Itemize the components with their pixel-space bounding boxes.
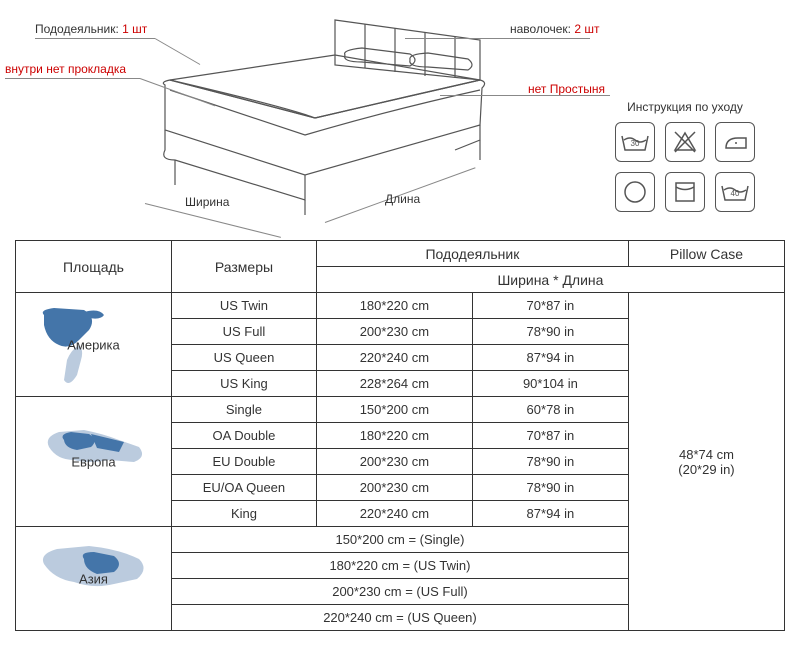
no-bleach-icon <box>665 122 705 162</box>
region-label: Азия <box>79 571 108 586</box>
care-title: Инструкция по уходу <box>605 100 765 114</box>
region-label: Европа <box>71 454 115 469</box>
note-no-padding: внутри нет прокладка <box>5 62 126 76</box>
asia-size-cell: 150*200 cm = (Single) <box>172 527 629 553</box>
in-cell: 70*87 in <box>472 293 628 319</box>
table-header-row-1: Площадь Размеры Пододеяльник Pillow Case <box>16 241 785 267</box>
width-label: Ширина <box>185 195 229 209</box>
size-table: Площадь Размеры Пододеяльник Pillow Case… <box>15 240 785 631</box>
bed-diagram-area: Пододеяльник: 1 шт наволочек: 2 шт внутр… <box>0 0 800 235</box>
duvet-label: Пододеяльник: <box>35 22 119 36</box>
tumble-dry-icon <box>615 172 655 212</box>
pillow-in: (20*29 in) <box>635 462 778 477</box>
col-area: Площадь <box>16 241 172 293</box>
wash-30-icon: 30 <box>615 122 655 162</box>
col-sub: Ширина * Длина <box>316 267 784 293</box>
duvet-qty: 1 шт <box>122 22 147 36</box>
col-duvet: Пододеяльник <box>316 241 628 267</box>
col-pillow: Pillow Case <box>628 241 784 267</box>
pillow-callout: наволочек: 2 шт <box>510 22 600 36</box>
note-no-sheet: нет Простыня <box>528 82 605 96</box>
pillow-cm: 48*74 cm <box>635 447 778 462</box>
duvet-callout: Пододеяльник: 1 шт <box>35 22 147 36</box>
care-instructions: Инструкция по уходу 30 40 <box>605 100 765 212</box>
table-row: Америка US Twin 180*220 cm 70*87 in 48*7… <box>16 293 785 319</box>
pillow-label: наволочек: <box>510 22 571 36</box>
hang-dry-icon <box>665 172 705 212</box>
iron-icon <box>715 122 755 162</box>
bed-illustration <box>110 10 510 220</box>
wash-40-icon: 40 <box>715 172 755 212</box>
length-label: Длина <box>385 192 420 206</box>
pillow-qty: 2 шт <box>574 22 599 36</box>
region-america-cell: Америка <box>16 293 172 397</box>
pillow-size-cell: 48*74 cm (20*29 in) <box>628 293 784 631</box>
region-europe-cell: Европа <box>16 397 172 527</box>
cm-cell: 180*220 cm <box>316 293 472 319</box>
region-label: Америка <box>67 337 120 352</box>
size-cell: US Twin <box>172 293 317 319</box>
col-sizes: Размеры <box>172 241 317 293</box>
region-asia-cell: Азия <box>16 527 172 631</box>
